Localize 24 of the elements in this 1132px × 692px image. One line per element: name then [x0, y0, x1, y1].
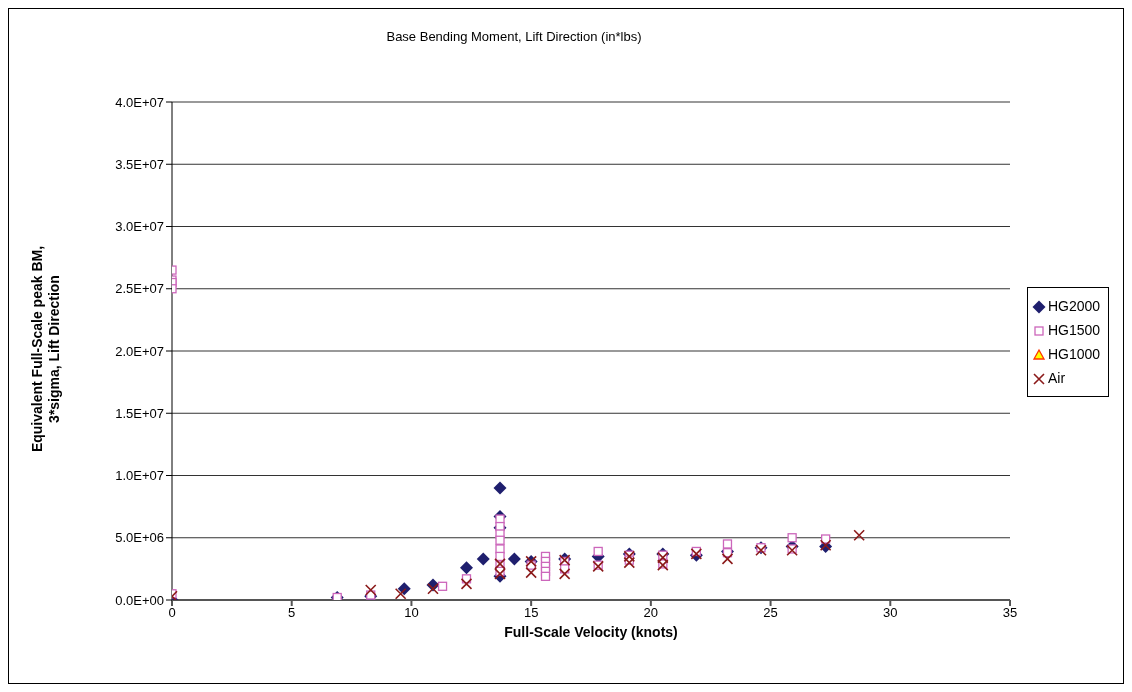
y-tick-label: 1.0E+07: [115, 468, 164, 484]
x-tick-label: 20: [643, 605, 659, 621]
x-tick-label: 30: [883, 605, 898, 621]
x-tick-label: 35: [1002, 605, 1018, 621]
y-tick-label: 1.5E+07: [115, 405, 164, 421]
y-tick-label: 0.0E+00: [115, 592, 164, 608]
y-tick-label: 4.0E+07: [115, 94, 164, 110]
y-tick-label: 5.0E+06: [115, 530, 164, 546]
legend-label: HG1000: [1048, 346, 1101, 362]
y-axis-title: Equivalent Full-Scale peak BM, 3*sigma, Lift Direction: [29, 244, 63, 455]
x-tick-label: 25: [763, 605, 778, 621]
x-tick-label: 10: [404, 605, 419, 621]
y-tick-label: 3.0E+07: [115, 219, 164, 235]
x-tick-label: 15: [523, 605, 539, 621]
x-tick-label: 5: [288, 605, 296, 621]
x-axis-title: Full-Scale Velocity (knots): [503, 624, 679, 640]
y-tick-label: 3.5E+07: [115, 156, 164, 172]
legend-label: HG1500: [1048, 322, 1101, 338]
y-tick-label: 2.5E+07: [115, 281, 164, 297]
y-tick-label: 2.0E+07: [115, 343, 164, 359]
x-tick-label: 0: [168, 605, 176, 621]
legend-label: Air: [1048, 370, 1066, 386]
chart-title: Base Bending Moment, Lift Direction (in*lbs): [385, 29, 643, 44]
legend-label: HG2000: [1048, 298, 1101, 314]
